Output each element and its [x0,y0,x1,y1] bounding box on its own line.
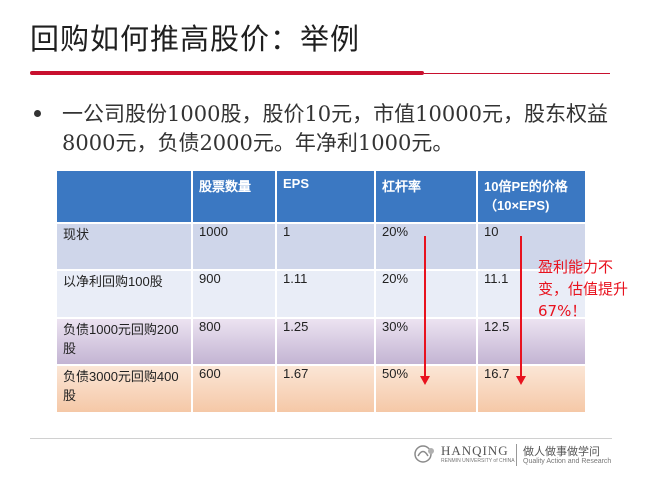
table-header-cell [57,171,191,222]
slide-title: 回购如何推高股价：举例 [30,22,361,56]
table-row: 以净利回购100股 900 1.11 20% 11.1 [57,271,585,317]
table-cell: 20% [376,271,476,317]
title-underline [30,71,424,75]
university-seal-icon [414,445,434,463]
price-arrow-head-icon [516,376,526,385]
table-cell: 800 [193,319,275,364]
table-cell: 16.7 [478,366,585,412]
table-cell: 负债3000元回购400股 [57,366,191,412]
bullet-text: 一公司股份1000股，股价10元，市值10000元，股东权益8000元，负债20… [62,102,608,155]
table-cell: 现状 [57,224,191,269]
table-cell: 11.1 [478,271,585,317]
footer-motto-en: Quality Action and Research [523,458,612,465]
footer-brand-sub: RENMIN UNIVERSITY of CHINA [441,458,515,464]
price-arrow [520,236,522,378]
footer-brand: HANQING [441,443,509,458]
table-header-cell: 杠杆率 [376,171,476,222]
footer-motto-cn: 做人做事做学问 [523,445,600,458]
table-cell: 20% [376,224,476,269]
table-cell: 10 [478,224,585,269]
table-cell: 600 [193,366,275,412]
table-cell: 1 [277,224,374,269]
table-cell: 1.11 [277,271,374,317]
table-header-row: 股票数量 EPS 杠杆率 10倍PE的价格（10×EPS) [57,171,585,222]
table-row: 负债1000元回购200股 800 1.25 30% 12.5 [57,319,585,364]
table-cell: 900 [193,271,275,317]
leverage-arrow [424,236,426,378]
table-header-cell: 股票数量 [193,171,275,222]
table-cell: 30% [376,319,476,364]
bullet-point: 一公司股份1000股，股价10元，市值10000元，股东权益8000元，负债20… [34,100,624,158]
table-cell: 1000 [193,224,275,269]
title-underline-thin [424,73,610,74]
table-cell: 1.67 [277,366,374,412]
table-cell: 1.25 [277,319,374,364]
bullet-dot-icon [34,110,41,117]
footer-separator [516,444,517,466]
table-cell: 以净利回购100股 [57,271,191,317]
table-row: 负债3000元回购400股 600 1.67 50% 16.7 [57,366,585,412]
buyback-table: 股票数量 EPS 杠杆率 10倍PE的价格（10×EPS) 现状 1000 1 … [55,169,587,414]
table-header-cell: 10倍PE的价格（10×EPS) [478,171,585,222]
table-cell: 负债1000元回购200股 [57,319,191,364]
table-header-cell: EPS [277,171,374,222]
table-row: 现状 1000 1 20% 10 [57,224,585,269]
table-cell: 50% [376,366,476,412]
leverage-arrow-head-icon [420,376,430,385]
table-cell: 12.5 [478,319,585,364]
footer-divider [30,438,612,439]
valuation-note: 盈利能力不变，估值提升67%！ [538,258,629,320]
